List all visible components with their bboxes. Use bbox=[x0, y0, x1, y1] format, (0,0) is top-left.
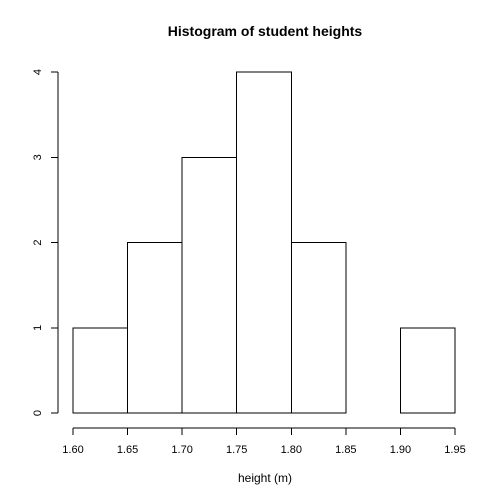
histogram-bar bbox=[236, 71, 292, 414]
x-tick-label: 1.75 bbox=[226, 444, 247, 456]
histogram-bar bbox=[127, 242, 183, 414]
x-tick-label: 1.80 bbox=[281, 444, 302, 456]
y-tick-label: 1 bbox=[32, 325, 44, 331]
y-axis: 0 1 2 3 4 bbox=[32, 69, 59, 416]
bars-group bbox=[72, 71, 456, 414]
histogram-bar bbox=[181, 156, 238, 414]
y-tick-label: 3 bbox=[32, 154, 44, 160]
x-tick-label: 1.70 bbox=[171, 444, 192, 456]
histogram-bar bbox=[399, 327, 456, 414]
x-tick-label: 1.85 bbox=[335, 444, 356, 456]
x-tick-label: 1.95 bbox=[444, 444, 465, 456]
y-tick-label: 0 bbox=[32, 410, 44, 416]
x-tick-label: 1.65 bbox=[117, 444, 138, 456]
x-tick-label: 1.90 bbox=[390, 444, 411, 456]
y-tick-label: 2 bbox=[32, 239, 44, 245]
x-tick-label: 1.60 bbox=[62, 444, 83, 456]
x-axis-label: height (m) bbox=[238, 471, 292, 485]
histogram-bar bbox=[72, 327, 129, 414]
x-axis: 1.60 1.65 1.70 1.75 1.80 1.85 1.90 1.95 bbox=[62, 427, 466, 456]
y-tick-label: 4 bbox=[32, 69, 44, 75]
chart-title: Histogram of student heights bbox=[168, 23, 363, 39]
histogram-bar bbox=[290, 242, 347, 414]
